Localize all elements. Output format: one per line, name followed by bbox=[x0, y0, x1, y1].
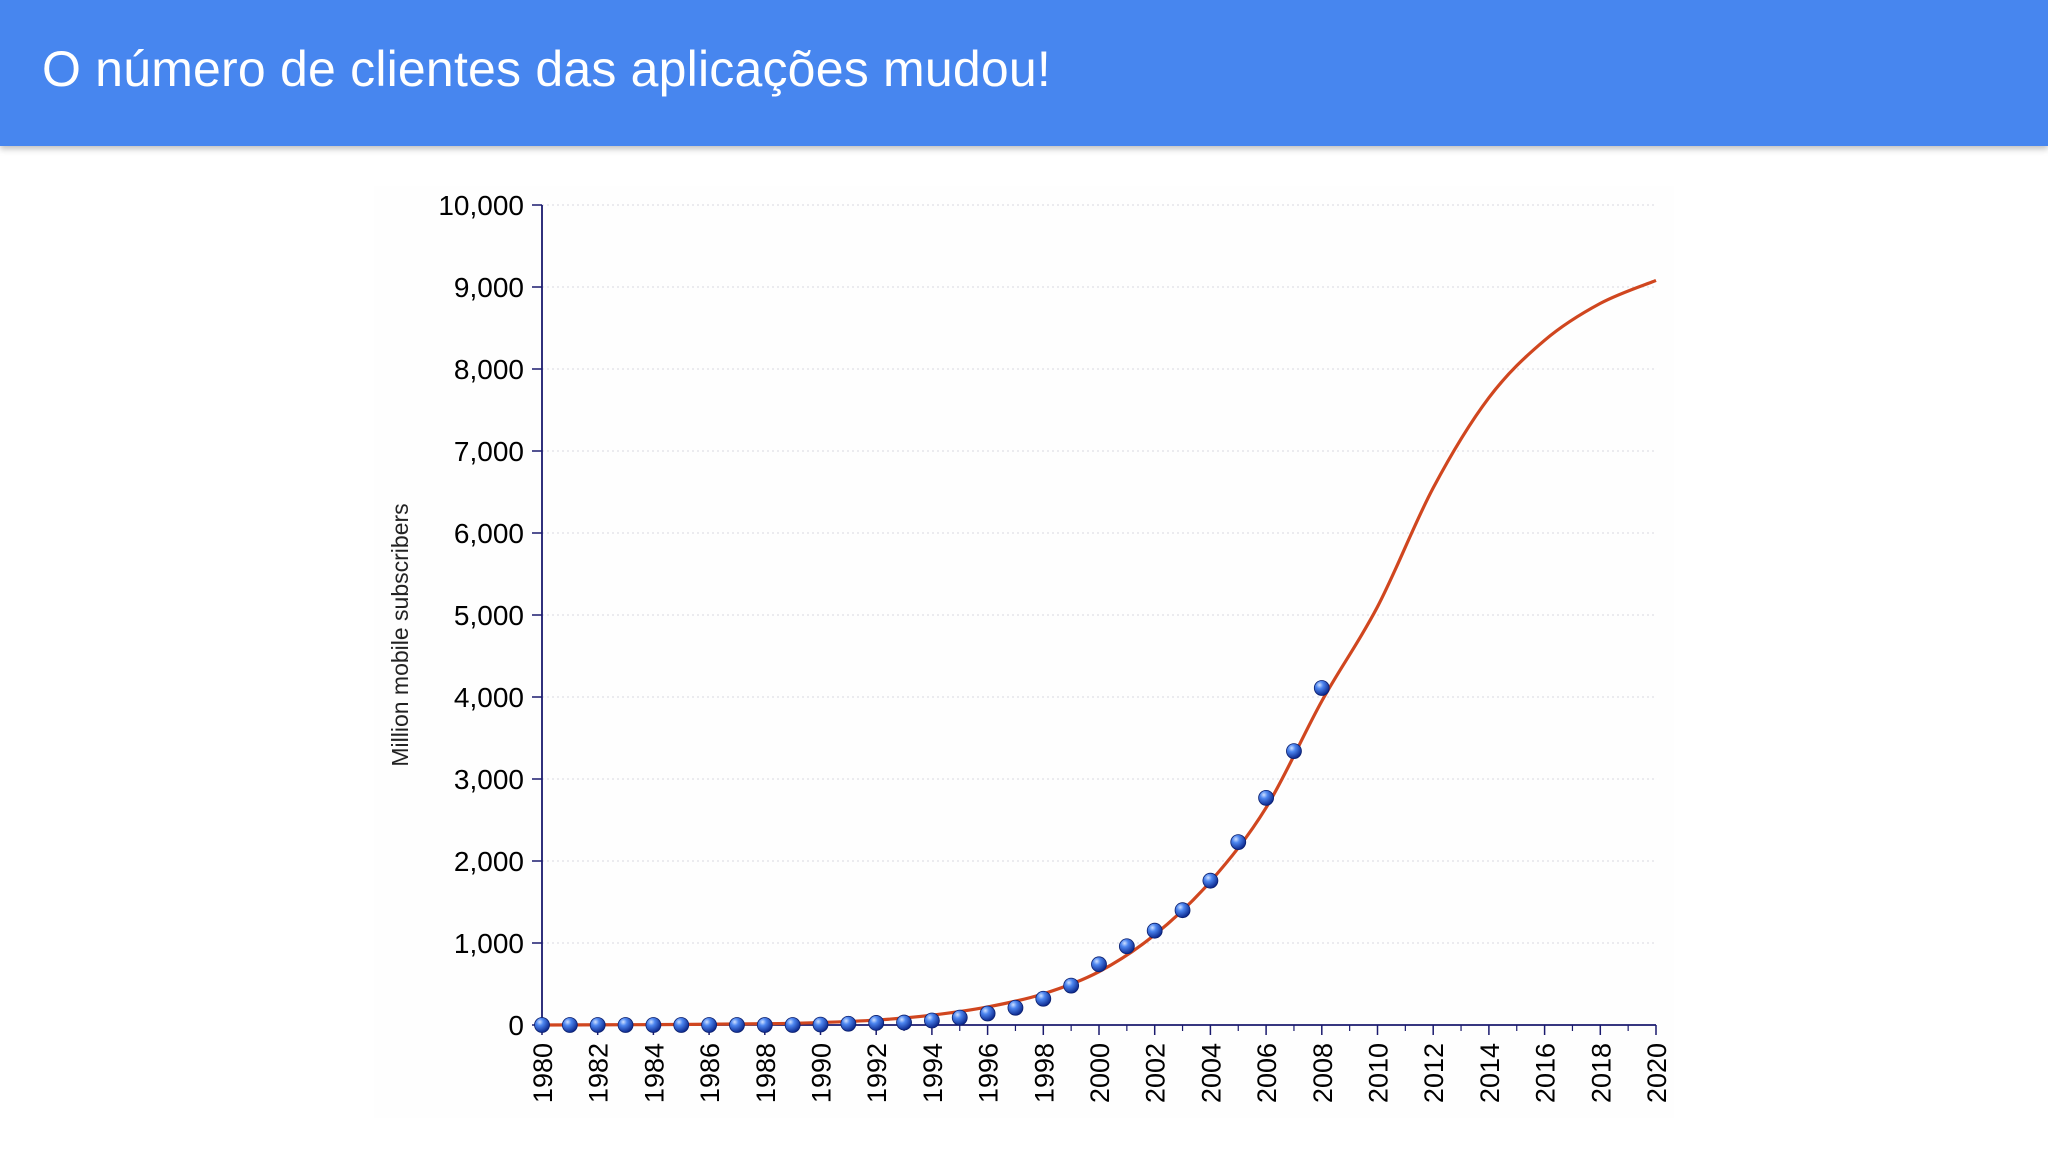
x-tick-label: 2016 bbox=[1531, 1043, 1561, 1103]
y-tick-label: 9,000 bbox=[454, 272, 524, 303]
x-tick-label: 2002 bbox=[1141, 1043, 1171, 1103]
data-point bbox=[784, 1017, 801, 1033]
data-point bbox=[979, 1005, 996, 1022]
data-point bbox=[896, 1014, 912, 1031]
y-tick-label: 6,000 bbox=[454, 518, 524, 549]
y-axis-title: Million mobile subscribers bbox=[387, 503, 413, 766]
x-tick-label: 1982 bbox=[584, 1043, 614, 1103]
slide-title: O número de clientes das aplicações mudo… bbox=[42, 41, 1051, 97]
x-tick-label: 1986 bbox=[695, 1043, 725, 1103]
data-point bbox=[617, 1017, 634, 1033]
x-tick-label: 2012 bbox=[1419, 1043, 1449, 1103]
data-point bbox=[1091, 956, 1107, 973]
x-tick-label: 2018 bbox=[1586, 1043, 1616, 1103]
x-tick-label: 1980 bbox=[528, 1043, 558, 1103]
x-tick-label: 2008 bbox=[1308, 1043, 1338, 1103]
y-tick-label: 5,000 bbox=[454, 600, 524, 631]
chart-panel: 0 1,000 2,000 3,000 4,000 5,000 6,000 7,000 8,00… bbox=[374, 186, 1674, 1118]
x-tick-label: 2000 bbox=[1085, 1043, 1115, 1103]
data-point bbox=[534, 1017, 550, 1033]
data-point bbox=[1313, 680, 1330, 696]
x-tick-label: 2006 bbox=[1252, 1043, 1282, 1103]
x-tick-label: 1990 bbox=[807, 1043, 837, 1103]
data-point bbox=[1007, 999, 1024, 1016]
y-tick-label: 0 bbox=[508, 1010, 524, 1041]
data-point bbox=[868, 1015, 885, 1031]
data-point bbox=[589, 1017, 606, 1033]
y-tick-label: 2,000 bbox=[454, 846, 524, 877]
x-tick-label: 2010 bbox=[1364, 1043, 1394, 1103]
data-point bbox=[1035, 990, 1052, 1007]
x-tick-label: 1996 bbox=[974, 1043, 1004, 1103]
data-point bbox=[1174, 902, 1191, 919]
data-point bbox=[673, 1017, 690, 1033]
slide-header: O número de clientes das aplicações mudo… bbox=[0, 0, 2048, 146]
x-tick-label: 1984 bbox=[639, 1043, 669, 1103]
y-tick-label: 3,000 bbox=[454, 764, 524, 795]
data-point bbox=[840, 1015, 857, 1032]
data-point bbox=[1258, 789, 1274, 806]
data-point bbox=[1118, 938, 1135, 955]
y-tick-label: 7,000 bbox=[454, 436, 524, 467]
data-point bbox=[1146, 922, 1163, 939]
y-tick-label: 8,000 bbox=[454, 354, 524, 385]
x-tick-label: 1994 bbox=[918, 1043, 948, 1103]
data-point bbox=[729, 1017, 745, 1033]
data-point bbox=[645, 1017, 662, 1033]
subscribers-chart: 0 1,000 2,000 3,000 4,000 5,000 6,000 7,000 8,00… bbox=[387, 190, 1672, 1103]
y-tick-label: 1,000 bbox=[454, 928, 524, 959]
data-point bbox=[701, 1017, 718, 1033]
data-point bbox=[812, 1016, 829, 1033]
x-tick-label: 1992 bbox=[862, 1043, 892, 1103]
x-tick-label: 2004 bbox=[1196, 1043, 1226, 1103]
data-point bbox=[1063, 977, 1080, 994]
trend-curve bbox=[541, 278, 1657, 1027]
data-point bbox=[1286, 743, 1302, 760]
data-point bbox=[924, 1012, 940, 1029]
x-tick-label: 1988 bbox=[751, 1043, 781, 1103]
data-point bbox=[756, 1017, 773, 1033]
data-point bbox=[1202, 872, 1219, 889]
x-tick-label: 1998 bbox=[1029, 1043, 1059, 1103]
data-point bbox=[561, 1017, 578, 1033]
data-point bbox=[1230, 834, 1247, 851]
y-tick-label: 10,000 bbox=[438, 190, 524, 221]
x-tick-label: 2020 bbox=[1642, 1043, 1672, 1103]
x-tick-label: 2014 bbox=[1475, 1043, 1505, 1103]
y-tick-label: 4,000 bbox=[454, 682, 524, 713]
data-point bbox=[951, 1009, 968, 1026]
